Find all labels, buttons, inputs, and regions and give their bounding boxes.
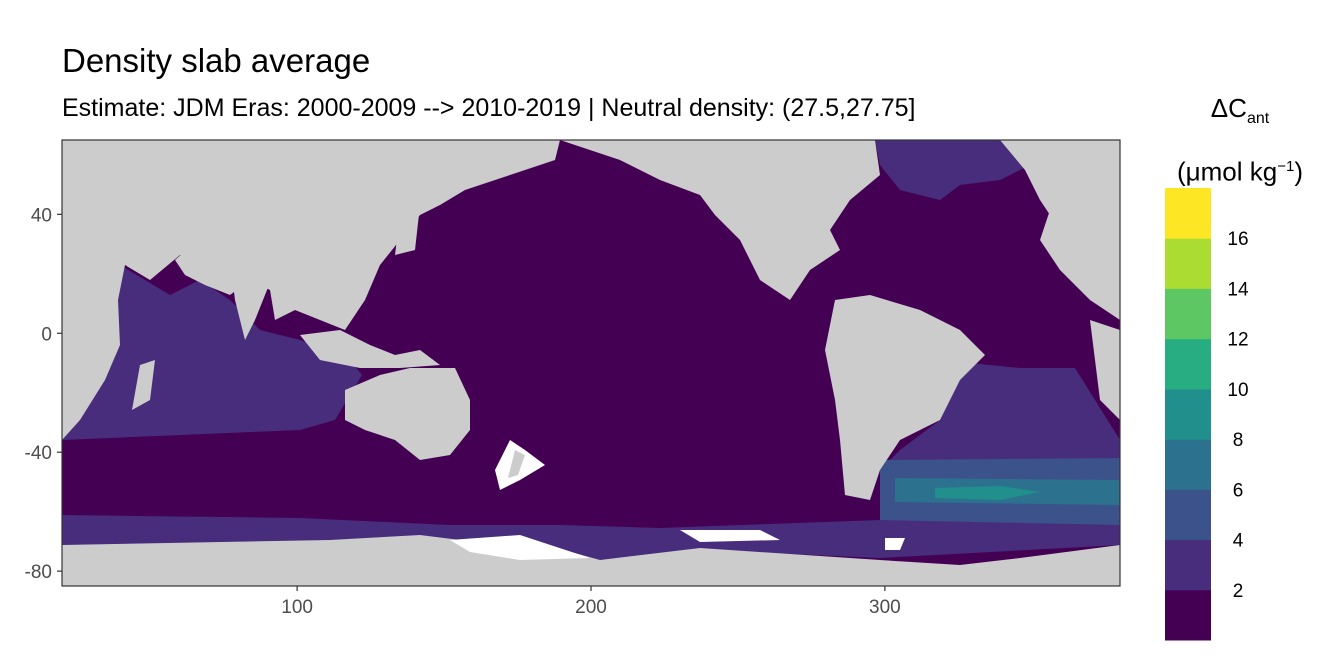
southern-ocean-indian	[62, 450, 430, 520]
legend-tick-label: 8	[1233, 430, 1244, 451]
legend-tick-label: 16	[1227, 229, 1248, 250]
legend-title-main: ΔC	[1210, 93, 1247, 123]
antarctic-margin-band	[62, 515, 1120, 560]
legend-color-step	[1165, 388, 1211, 440]
legend-unit-sup: −1	[1277, 158, 1295, 176]
legend-color-step	[1165, 188, 1211, 239]
y-tick-label: -40	[25, 443, 52, 464]
y-tick-label: -80	[25, 562, 52, 583]
legend-unit-pre: (μmol kg	[1177, 156, 1278, 187]
legend-title-sub: ant	[1246, 110, 1270, 128]
land-north-america	[560, 140, 880, 300]
land-new-zealand-core	[508, 450, 525, 478]
land-antarctica	[62, 535, 1120, 586]
map-layers	[62, 140, 1120, 586]
legend-tick-label: 10	[1227, 380, 1248, 401]
x-tick-label: 200	[575, 597, 607, 618]
ice-shelf-weddell	[680, 530, 780, 542]
land-europe-west	[1040, 210, 1120, 320]
legend-tick-label: 6	[1233, 480, 1244, 501]
legend-color-step	[1165, 288, 1211, 340]
ice-shelf-amery	[885, 538, 905, 550]
chart-title: Density slab average	[62, 42, 371, 79]
legend-unit-post: )	[1294, 156, 1303, 187]
color-legend: 2 4 6 8 10 12 14 16	[1165, 188, 1249, 641]
land-india	[230, 260, 275, 340]
legend-color-step	[1165, 238, 1211, 289]
legend-title: ΔCant (μmol kg−1)	[1150, 84, 1330, 196]
y-tick-label: 40	[31, 205, 52, 226]
legend-color-step	[1165, 589, 1211, 641]
map-panel	[61, 139, 1121, 587]
y-tick-label: 0	[41, 324, 52, 345]
legend-tick-label: 4	[1233, 531, 1244, 552]
land-africa-west	[1090, 320, 1120, 420]
legend-color-step	[1165, 439, 1211, 490]
land-madagascar	[132, 360, 155, 410]
x-tick-label: 300	[869, 597, 901, 618]
south-atlantic-front-core	[935, 486, 1040, 500]
chart-subtitle: Estimate: JDM Eras: 2000-2009 --> 2010-2…	[62, 94, 916, 122]
x-tick-label: 100	[281, 597, 313, 618]
land-australia	[345, 368, 470, 460]
subpolar-atlantic-region	[875, 140, 1040, 200]
land-japan	[395, 205, 420, 255]
legend-title-line1: ΔCant	[1150, 84, 1330, 143]
ice-shelf-ross	[450, 535, 590, 560]
legend-tick-label: 2	[1233, 581, 1244, 602]
legend-tick-label: 14	[1227, 279, 1249, 300]
land-south-america	[825, 295, 985, 500]
legend-tick-label: 12	[1227, 330, 1248, 351]
land-africa	[62, 140, 230, 440]
legend-title-line2: (μmol kg−1)	[1150, 143, 1330, 196]
legend-color-step	[1165, 338, 1211, 390]
legend-color-step	[1165, 489, 1211, 541]
land-eurasia	[62, 140, 560, 330]
land-southeast-asia-islands	[300, 330, 440, 368]
legend-color-step	[1165, 539, 1211, 591]
